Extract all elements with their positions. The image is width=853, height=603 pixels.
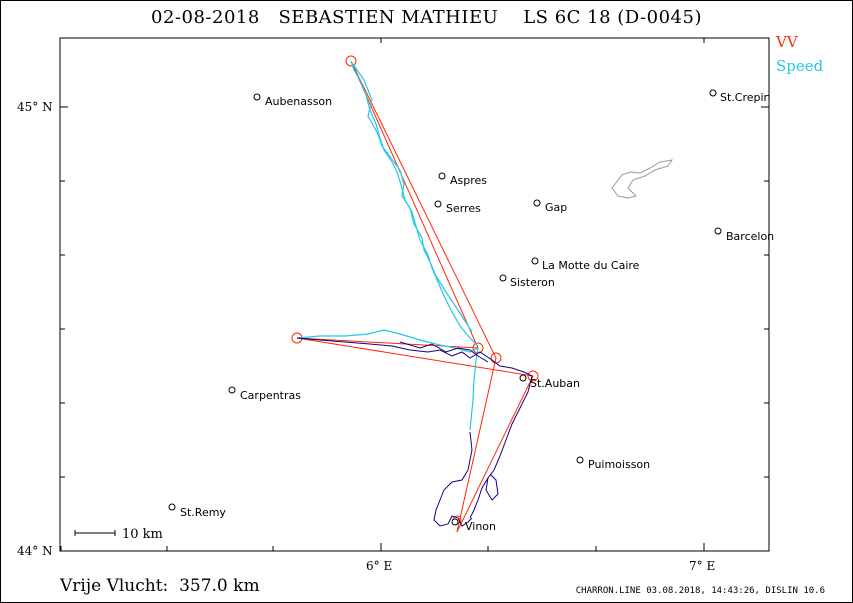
town-marker [709,89,717,97]
town-vinon: Vinon [465,520,496,533]
town-st-remy: St.Remy [180,506,226,519]
town-sisteron: Sisteron [510,276,555,289]
town-marker [576,456,584,464]
lat-label-44: 44° N [17,544,53,558]
town-la-motte-du-caire: La Motte du Caire [542,259,640,272]
flight-title: 02-08-2018 SEBASTIEN MATHIEU LS 6C 18 (D… [151,7,702,28]
town-aspres: Aspres [450,174,487,187]
legend-vv: VV [776,33,798,51]
town-gap: Gap [545,201,567,214]
town-marker [168,503,176,511]
town-st-auban: St.Auban [530,377,580,390]
legend-speed: Speed [776,57,824,75]
town-puimoisson: Puimoisson [588,458,650,471]
town-marker [533,199,541,207]
town-aubenasson: Aubenasson [265,95,332,108]
town-marker [531,257,539,265]
turnpoint [527,370,539,382]
distance-label: Vrije Vlucht: 357.0 km [60,576,260,596]
town-marker [438,172,446,180]
lat-label-45: 45° N [17,100,53,114]
town-markers [168,89,722,526]
town-marker [228,386,236,394]
footer-info: CHARRON.LINE 03.08.2018, 14:43:26, DISLI… [575,586,825,596]
plot-border [59,37,770,552]
town-marker [519,374,527,382]
town-marker [499,274,507,282]
town-serres: Serres [446,202,481,215]
scale-label: 10 km [122,527,163,542]
lake-outline [611,159,674,199]
town-st-crepin: St.Crepin [720,91,771,104]
lon-label-7: 7° E [689,559,715,573]
turnpoint [345,55,357,67]
lon-label-6: 6° E [366,559,392,573]
lat-ticks [60,106,769,552]
town-carpentras: Carpentras [240,389,301,402]
town-barcelon: Barcelon [726,230,774,243]
town-marker [253,93,261,101]
town-marker [714,227,722,235]
town-marker [434,200,442,208]
town-marker [451,518,459,526]
scale-bar: 10 km [74,527,163,542]
flight-track-slow [296,337,533,527]
flight-track-fast [296,60,479,431]
lon-ticks [60,38,705,551]
